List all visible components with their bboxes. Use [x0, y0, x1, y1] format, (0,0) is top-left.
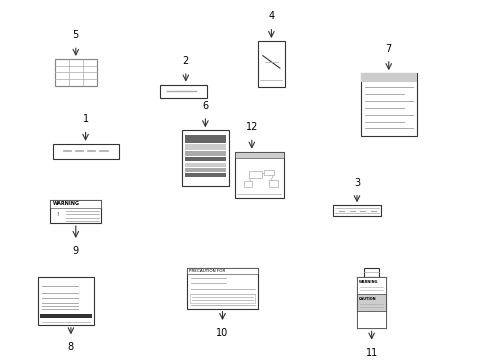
Circle shape — [256, 193, 261, 197]
Bar — [357, 276, 385, 328]
Text: 8: 8 — [68, 342, 74, 352]
Bar — [357, 276, 385, 294]
Text: 5: 5 — [73, 30, 79, 40]
Text: 2: 2 — [183, 56, 188, 66]
Bar — [360, 73, 416, 136]
Bar — [55, 59, 96, 66]
Bar — [186, 268, 258, 274]
Bar — [50, 200, 102, 223]
Bar — [332, 205, 381, 216]
Bar — [258, 41, 285, 87]
Bar — [52, 144, 118, 159]
Bar — [184, 163, 225, 167]
Bar — [244, 181, 251, 188]
Text: 11: 11 — [365, 348, 377, 358]
Bar — [364, 268, 378, 276]
Text: WARNING: WARNING — [358, 280, 378, 284]
Text: WARNING: WARNING — [53, 201, 80, 206]
Text: CAUTION: CAUTION — [358, 297, 376, 301]
Bar — [184, 151, 225, 156]
Bar — [360, 73, 416, 82]
Circle shape — [409, 75, 415, 80]
Bar — [184, 174, 225, 177]
Bar — [50, 200, 102, 208]
Bar — [234, 152, 283, 198]
Text: 10: 10 — [216, 328, 228, 338]
Circle shape — [259, 53, 283, 71]
Bar — [357, 311, 385, 328]
Bar — [40, 314, 92, 318]
Bar — [55, 59, 96, 86]
Text: 3: 3 — [353, 178, 359, 188]
Text: 6: 6 — [202, 101, 208, 111]
Bar — [184, 168, 225, 172]
Bar — [189, 294, 255, 303]
Bar — [264, 170, 273, 175]
Bar — [184, 157, 225, 161]
Text: 9: 9 — [73, 246, 79, 256]
Text: 1: 1 — [82, 114, 88, 124]
Bar — [160, 85, 206, 98]
Bar — [249, 171, 261, 179]
Polygon shape — [51, 211, 62, 217]
Bar — [357, 294, 385, 311]
Bar — [184, 144, 225, 150]
Bar — [38, 276, 94, 325]
Text: PRECAUTION FOR: PRECAUTION FOR — [189, 269, 225, 273]
Bar — [182, 130, 228, 186]
Bar — [186, 268, 258, 309]
Bar — [184, 135, 225, 143]
Circle shape — [221, 180, 225, 184]
Text: !: ! — [56, 212, 58, 217]
Text: 4: 4 — [268, 12, 274, 21]
Bar — [268, 180, 277, 188]
Bar — [234, 152, 283, 158]
Text: 12: 12 — [245, 122, 258, 132]
Text: 7: 7 — [385, 44, 391, 54]
